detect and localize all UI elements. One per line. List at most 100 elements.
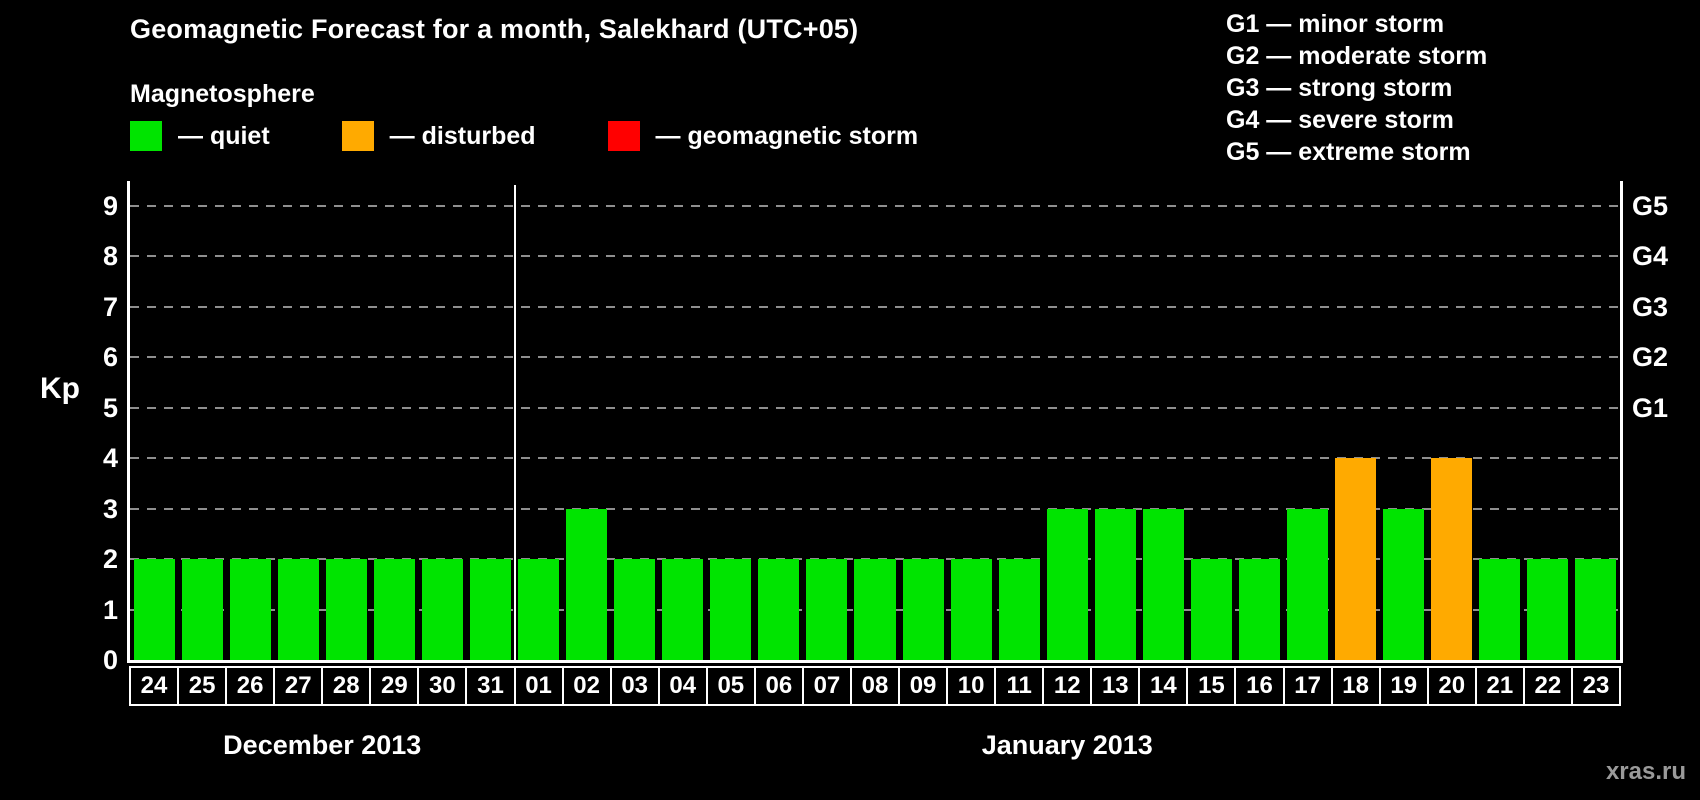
day-label: 12 <box>1042 666 1093 706</box>
kp-bar <box>902 559 944 660</box>
bottom-axis-line <box>127 660 1623 663</box>
y-tick-label: 6 <box>102 342 118 372</box>
gridline <box>130 204 1620 207</box>
storm-scale-g1: G1 — minor storm <box>1226 10 1445 38</box>
chart-title: Geomagnetic Forecast for a month, Salekh… <box>130 14 859 44</box>
quiet-swatch-icon <box>130 121 162 151</box>
kp-bar <box>181 559 223 660</box>
y-tick-label: 3 <box>102 493 118 524</box>
storm-swatch-icon <box>607 121 640 151</box>
kp-bar <box>373 559 415 660</box>
day-label: 09 <box>898 666 949 706</box>
g-scale-label: G2 <box>1632 342 1669 372</box>
day-label: 19 <box>1378 666 1429 706</box>
month-separator-line <box>513 185 516 660</box>
legend-item-quiet: — quiet <box>130 121 270 151</box>
kp-bar <box>421 559 463 660</box>
day-label: 17 <box>1282 666 1333 706</box>
magnetosphere-heading: Magnetosphere <box>130 80 315 108</box>
y-tick-label: 2 <box>102 544 118 574</box>
day-label: 18 <box>1330 666 1381 706</box>
day-label: 16 <box>1234 666 1285 706</box>
month-labels: December 2013 January 2013 <box>130 730 1620 770</box>
magnetosphere-legend: — quiet — disturbed — geomagnetic storm <box>130 121 918 151</box>
y-tick-label: 1 <box>102 594 118 625</box>
day-label: 07 <box>801 666 852 706</box>
day-label: 27 <box>273 666 324 706</box>
y-tick-label: 0 <box>102 645 118 675</box>
kp-bar <box>806 559 848 660</box>
day-label: 11 <box>994 666 1045 706</box>
kp-bar <box>518 559 560 660</box>
kp-bar <box>1527 559 1569 660</box>
gridline <box>130 255 1620 257</box>
day-label: 28 <box>321 666 372 706</box>
kp-bar <box>277 559 319 660</box>
day-label: 29 <box>369 666 420 706</box>
day-label: 23 <box>1570 666 1621 706</box>
watermark: xras.ru <box>1605 758 1686 785</box>
kp-bar <box>1094 508 1136 660</box>
legend-label-quiet: — quiet <box>178 121 270 150</box>
day-label: 15 <box>1186 666 1237 706</box>
storm-scale-g3: G3 — strong storm <box>1226 74 1453 102</box>
g-scale-label: G4 <box>1632 241 1669 271</box>
day-label: 25 <box>177 666 228 706</box>
kp-bar <box>854 559 896 660</box>
month-label: January 2013 <box>981 730 1153 760</box>
y-tick-label: 4 <box>102 443 118 473</box>
day-label: 14 <box>1138 666 1189 706</box>
y-axis-labels: 0 1 2 3 4 5 6 7 8 9 <box>56 185 118 676</box>
kp-bar <box>1335 458 1377 660</box>
right-axis-line <box>1620 181 1623 663</box>
day-label: 03 <box>609 666 660 706</box>
day-label: 30 <box>417 666 468 706</box>
g-scale-label: G1 <box>1632 392 1669 423</box>
storm-scale-g4: G4 — severe storm <box>1226 106 1454 134</box>
legend-item-disturbed: — disturbed <box>341 121 536 151</box>
disturbed-swatch-icon <box>341 121 374 151</box>
kp-bar <box>566 508 608 660</box>
y-tick-label: 8 <box>102 241 118 271</box>
legend-label-storm: — geomagnetic storm <box>655 121 919 150</box>
month-label: December 2013 <box>223 730 422 760</box>
storm-scale-g5: G5 — extreme storm <box>1226 138 1471 166</box>
kp-bar <box>325 559 367 660</box>
day-label: 08 <box>849 666 901 706</box>
kp-bar <box>1479 559 1521 660</box>
day-label: 31 <box>465 666 516 706</box>
kp-bar <box>1431 458 1473 660</box>
g-scale-label: G5 <box>1632 190 1669 221</box>
day-label: 22 <box>1522 666 1573 706</box>
day-label: 21 <box>1474 666 1525 706</box>
day-label: 05 <box>705 666 756 706</box>
legend-item-storm: — geomagnetic storm <box>607 121 919 151</box>
kp-bar <box>1046 508 1088 660</box>
g-scale-label: G3 <box>1632 291 1669 322</box>
day-label: 02 <box>561 666 612 706</box>
day-label: 01 <box>513 666 564 706</box>
kp-bar <box>1575 559 1617 660</box>
storm-scale-g2: G2 — moderate storm <box>1226 42 1488 70</box>
day-label: 06 <box>753 666 804 706</box>
y-tick-label: 5 <box>102 392 118 423</box>
gridline <box>130 356 1620 358</box>
kp-bar <box>1190 559 1232 660</box>
kp-bar <box>758 559 800 660</box>
left-axis-line <box>127 181 130 663</box>
day-label: 20 <box>1426 666 1477 706</box>
y-tick-label: 9 <box>102 190 118 221</box>
kp-bar <box>614 559 656 660</box>
kp-bar <box>229 559 271 660</box>
day-label: 04 <box>657 666 708 706</box>
day-axis: 24 25 26 27 28 29 30 31 01 02 03 04 05 06 07 08 09 10 11 12… <box>129 666 1624 706</box>
gridline <box>130 305 1620 308</box>
right-axis-labels: G1 G2 G3 G4 G5 <box>1632 185 1696 660</box>
kp-bar <box>469 559 511 660</box>
day-label: 26 <box>225 666 276 706</box>
kp-bar <box>950 559 992 660</box>
kp-bar <box>710 559 752 660</box>
legend-label-disturbed: — disturbed <box>389 121 536 150</box>
kp-bar <box>1142 508 1184 660</box>
